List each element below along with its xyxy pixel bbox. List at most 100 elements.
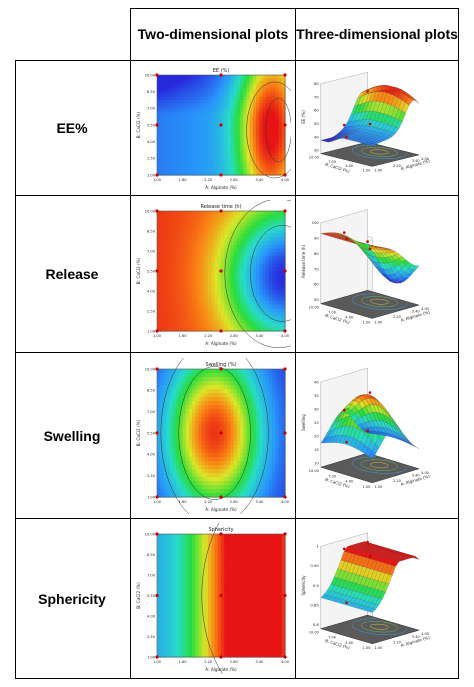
z-tick-label: 20 (314, 433, 319, 438)
z-tick-label: 25 (314, 420, 319, 425)
design-point (219, 123, 223, 127)
surface-x-tick-label: 1.00 (374, 320, 382, 324)
floor-contour-plane (320, 141, 420, 167)
contour-line (178, 366, 251, 500)
contour-title: Release time (h) (200, 204, 241, 210)
surface-y-tick-label: 10.00 (309, 469, 319, 473)
y-axis-label: B: CaCl2 (%) (136, 419, 141, 446)
x-tick-label: 4.00 (281, 660, 290, 664)
design-point (155, 73, 159, 77)
design-point (219, 431, 223, 435)
x-tick-label: 2.20 (204, 334, 213, 338)
floor-contour-line (360, 621, 398, 633)
design-point (283, 123, 287, 127)
design-point (283, 209, 287, 213)
design-point (155, 367, 159, 371)
design-point (342, 231, 346, 234)
surface-x-tick-label: 1.00 (374, 485, 382, 489)
x-tick-label: 3.40 (255, 660, 264, 664)
x-tick-label: 2.80 (230, 178, 239, 182)
y-tick-label: 2.50 (147, 157, 156, 161)
design-point (155, 209, 159, 213)
surface-svg: 40353025201510Swelling1.002.203.404.00A:… (301, 367, 431, 489)
table-border-top (130, 8, 459, 9)
surface-y-tick-label: 7.00 (328, 311, 336, 315)
z-tick-label: 80 (314, 251, 319, 256)
z-tick-label: 0.8 (313, 622, 320, 627)
x-tick-label: 1.60 (179, 334, 188, 338)
surface-y-tick-label: 4.00 (345, 164, 353, 168)
y-tick-label: 5.50 (147, 269, 156, 273)
table-row-line-2 (15, 352, 459, 353)
surface-x-tick-label: 2.20 (393, 479, 401, 483)
row-label-ee: EE% (56, 120, 88, 136)
surface-y-tick-label: 1.00 (363, 485, 371, 489)
x-tick-label: 1.60 (179, 500, 188, 504)
design-point (219, 593, 223, 598)
z-tick-label: 1 (316, 544, 319, 549)
header-three-dimensional: Three-dimensional plots (296, 26, 458, 42)
contour-title: EE (%) (213, 68, 230, 74)
x-tick-label: 3.40 (255, 178, 264, 182)
surface-y-tick-label: 4.00 (345, 315, 353, 319)
surface-svg: 100 90 80 70 60 50 Release time (h) 1.00 2.20 3.4… (301, 209, 431, 325)
surface-y-tick-label: 1.00 (363, 646, 371, 650)
design-point (283, 655, 287, 659)
z-tick-label: 15 (314, 447, 319, 452)
contour-heatmap (157, 211, 286, 332)
design-point (366, 90, 369, 93)
x-tick-label: 2.80 (230, 500, 239, 504)
design-point (155, 655, 159, 659)
x-axis-label: A: Alginate (%) (205, 507, 237, 512)
z-tick-label: 50 (314, 297, 319, 302)
y-axis-label: B: CaCl2 (%) (136, 111, 141, 138)
design-point (219, 532, 223, 536)
x-tick-label: 1.00 (153, 178, 162, 182)
floor-contour-line (360, 147, 398, 157)
contour-svg: EE (%) 1.00 1.60 2.20 2.80 3.40 4.00 A: Alginat… (136, 68, 304, 190)
y-tick-label: 5.50 (147, 123, 156, 127)
floor-contour-line (370, 623, 389, 630)
floor-contour-line (370, 149, 389, 155)
design-point (342, 123, 346, 127)
z-tick-label: 60 (314, 108, 319, 113)
y-tick-label: 1.00 (147, 655, 156, 659)
floor-contour-line (351, 456, 407, 474)
x-tick-label: 4.00 (281, 334, 290, 338)
surface-x-tick-label: 4.00 (421, 632, 429, 636)
design-point (368, 247, 372, 251)
table-divider-2 (295, 8, 296, 679)
surface-y-tick-label: 10.00 (309, 306, 319, 310)
contour-plot-ee: EE (%) 1.00 1.60 2.20 2.80 3.40 4.00 A: Alginat… (135, 64, 304, 192)
design-point (368, 122, 372, 126)
surface-y-tick-label: 1.00 (363, 320, 371, 324)
back-wall-right (320, 209, 368, 304)
design-point (219, 495, 223, 499)
design-point (155, 532, 159, 536)
contour-heatmap (157, 534, 286, 658)
design-point (283, 269, 287, 273)
surface-plot-release: 100 90 80 70 60 50 Release time (h) 1.00 2.20 3.4… (299, 200, 455, 348)
z-tick-label: 0.95 (310, 563, 319, 568)
z-tick-label: 100 (312, 220, 320, 225)
y-tick-label: 8.50 (147, 90, 156, 94)
y-tick-label: 10.00 (145, 532, 156, 536)
design-point (219, 173, 223, 177)
floor-contour-plane (319, 452, 420, 484)
table-row-line-3 (15, 518, 459, 519)
y-tick-label: 8.50 (147, 229, 156, 233)
x-axis-label: A: Alginate (%) (205, 667, 237, 672)
design-point (155, 329, 159, 333)
floor-contour-plane (319, 614, 421, 645)
header-two-dimensional: Two-dimensional plots (137, 26, 289, 42)
design-point (366, 429, 369, 432)
floor-contour-line (351, 293, 407, 310)
surface-x-tick-label: 3.40 (412, 474, 420, 478)
y-tick-label: 4.00 (147, 140, 156, 144)
design-point (345, 440, 348, 444)
surface-x-tick-label: 2.20 (393, 315, 401, 319)
design-point (283, 532, 287, 536)
surface-x-tick-label: 2.20 (393, 164, 401, 168)
y-axis-label: B: CaCl2 (%) (136, 257, 141, 284)
